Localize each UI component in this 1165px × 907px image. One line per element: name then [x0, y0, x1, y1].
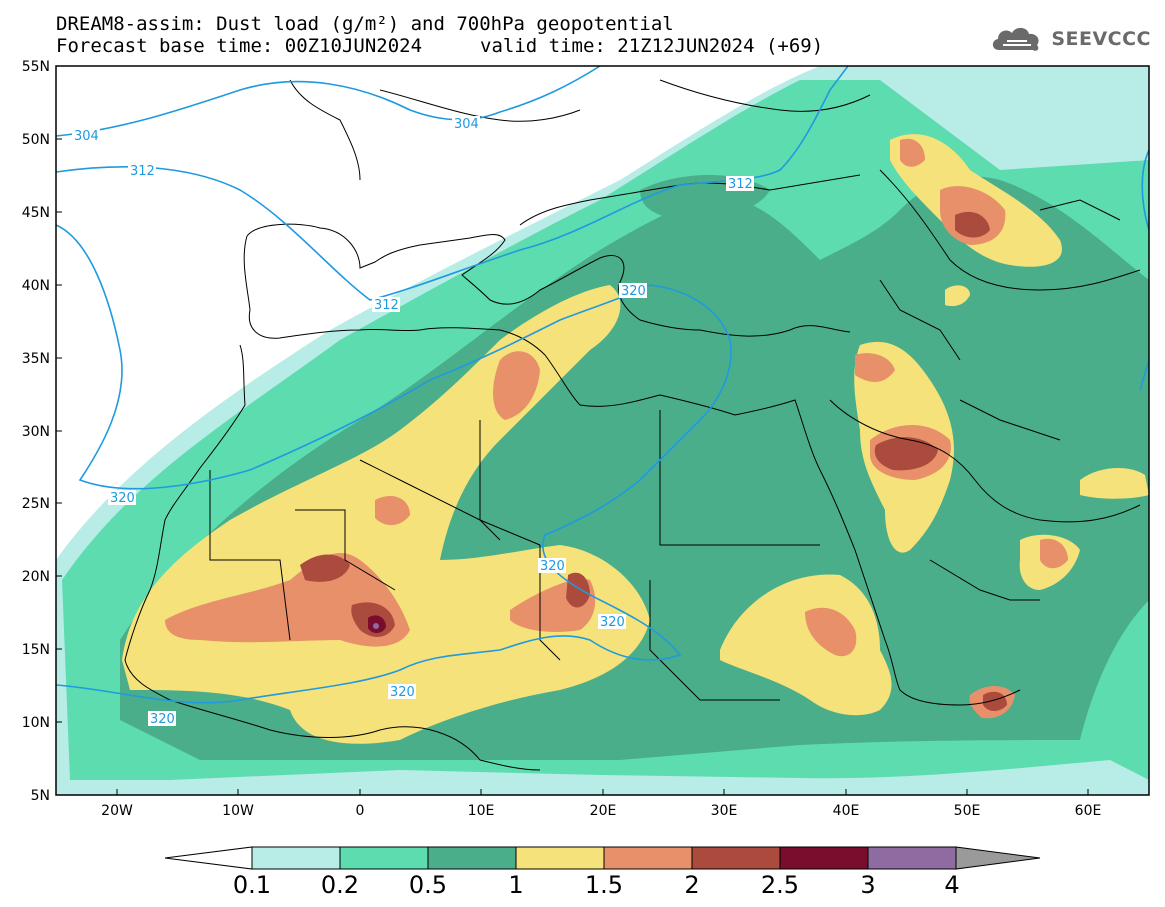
colorbar-swatch	[779, 846, 869, 870]
lat-label: 35N	[22, 351, 50, 367]
lon-label: 0	[356, 803, 365, 819]
cloud-logo-icon	[993, 27, 1039, 51]
lat-label: 5N	[31, 788, 50, 804]
contour-label-320-chad: 320	[540, 559, 565, 574]
lon-label: 30E	[711, 803, 738, 819]
colorbar-label: 3	[860, 871, 875, 899]
lon-label: 50E	[954, 803, 981, 819]
contour-label-312-east: 312	[728, 177, 753, 192]
axis-ticks	[56, 65, 1089, 795]
colorbar-swatch	[251, 846, 341, 870]
colorbar-high-arrow	[955, 846, 1041, 870]
contour-label-320-southwest: 320	[150, 712, 175, 727]
colorbar-labels: 0.1 0.2 0.5 1 1.5 2 2.5 3 4	[233, 871, 960, 899]
lat-label: 25N	[22, 496, 50, 512]
colorbar-swatch	[427, 846, 517, 870]
lon-label: 10E	[468, 803, 495, 819]
logo-text: SEEVCCC	[1051, 28, 1151, 50]
lat-label: 50N	[22, 132, 50, 148]
lat-label: 45N	[22, 205, 50, 221]
latitude-labels: 55N 50N 45N 40N 35N 30N 25N 20N 15N 10N …	[22, 59, 50, 804]
borders-coastlines	[124, 79, 1141, 771]
colorbar-label: 1.5	[585, 871, 623, 899]
colorbar-swatch	[339, 846, 429, 870]
contour-label-304-east: 304	[454, 117, 479, 132]
lat-label: 40N	[22, 278, 50, 294]
map-title: DREAM8-assim: Dust load (g/m²) and 700hP…	[56, 13, 674, 35]
longitude-labels: 20W 10W 0 10E 20E 30E 40E 50E 60E	[101, 803, 1101, 819]
colorbar-low-arrow	[164, 846, 253, 870]
contour-label-320-greece: 320	[621, 284, 646, 299]
seevccc-logo: SEEVCCC	[989, 24, 1151, 54]
colorbar-label: 4	[944, 871, 959, 899]
valid-time: valid time: 21Z12JUN2024 (+69)	[480, 35, 824, 57]
colorbar-label: 1	[508, 871, 523, 899]
colorbar-label: 0.1	[233, 871, 271, 899]
contour-label-304-west: 304	[74, 129, 99, 144]
colorbar-swatch	[867, 846, 957, 870]
colorbar-label: 2.5	[761, 871, 799, 899]
geopotential-contours	[56, 66, 1149, 704]
contour-label-312-central: 312	[374, 298, 399, 313]
lat-label: 55N	[22, 59, 50, 75]
colorbar-label: 2	[684, 871, 699, 899]
colorbar-swatch	[515, 846, 605, 870]
colorbar-label: 0.2	[321, 871, 359, 899]
lon-label: 60E	[1075, 803, 1102, 819]
contour-label-320-west: 320	[110, 491, 135, 506]
lat-label: 15N	[22, 642, 50, 658]
lon-label: 40E	[833, 803, 860, 819]
lon-label: 20W	[101, 803, 133, 819]
dust-field	[56, 66, 1149, 795]
lat-label: 20N	[22, 569, 50, 585]
forecast-base-time: Forecast base time: 00Z10JUN2024	[56, 35, 423, 57]
lon-label: 20E	[590, 803, 617, 819]
contour-label-312-west: 312	[130, 164, 155, 179]
contour-label-320-nigeria: 320	[390, 685, 415, 700]
colorbar-label: 0.5	[409, 871, 447, 899]
lat-label: 30N	[22, 424, 50, 440]
colorbar	[164, 846, 1041, 870]
lat-label: 10N	[22, 715, 50, 731]
colorbar-swatch	[603, 846, 693, 870]
colorbar-swatch	[691, 846, 781, 870]
contour-labels: 304 304 312 312 312 320 320 320 320 320 …	[72, 116, 754, 727]
lon-label: 10W	[222, 803, 254, 819]
contour-label-320-sudan: 320	[600, 615, 625, 630]
